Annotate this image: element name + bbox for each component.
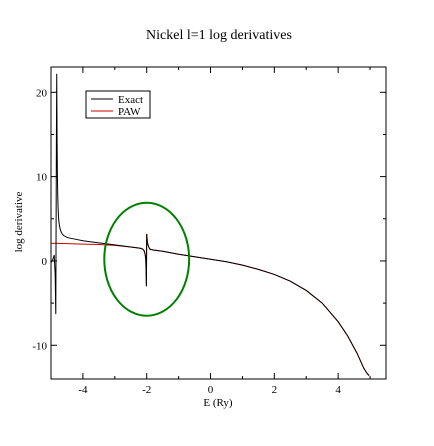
x-tick-label: -2 bbox=[142, 384, 151, 396]
series-line-exact bbox=[51, 73, 370, 376]
series-line-paw bbox=[51, 233, 370, 376]
y-tick-label: 0 bbox=[42, 256, 48, 268]
legend: Exact PAW bbox=[85, 90, 151, 119]
x-tick-label: -4 bbox=[78, 384, 88, 396]
legend-label-exact: Exact bbox=[118, 94, 143, 106]
x-tick-label: 2 bbox=[272, 384, 278, 396]
y-tick-label: 20 bbox=[36, 87, 48, 99]
y-tick-label: 10 bbox=[36, 172, 48, 184]
y-axis-label: log derivative bbox=[13, 191, 25, 252]
x-axis-label: E (Ry) bbox=[203, 397, 233, 409]
highlight-ellipse bbox=[103, 201, 191, 317]
legend-box bbox=[85, 90, 151, 119]
y-tick-label: -10 bbox=[32, 340, 47, 352]
plot-frame bbox=[50, 66, 387, 380]
plot-layer: -4 -2 0 2 4 -10 0 10 20 bbox=[32, 66, 387, 396]
x-tick-label: 0 bbox=[208, 384, 214, 396]
chart-title: Nickel l=1 log derivatives bbox=[146, 28, 292, 43]
x-tick-label: 4 bbox=[335, 384, 341, 396]
legend-label-paw: PAW bbox=[118, 106, 141, 118]
